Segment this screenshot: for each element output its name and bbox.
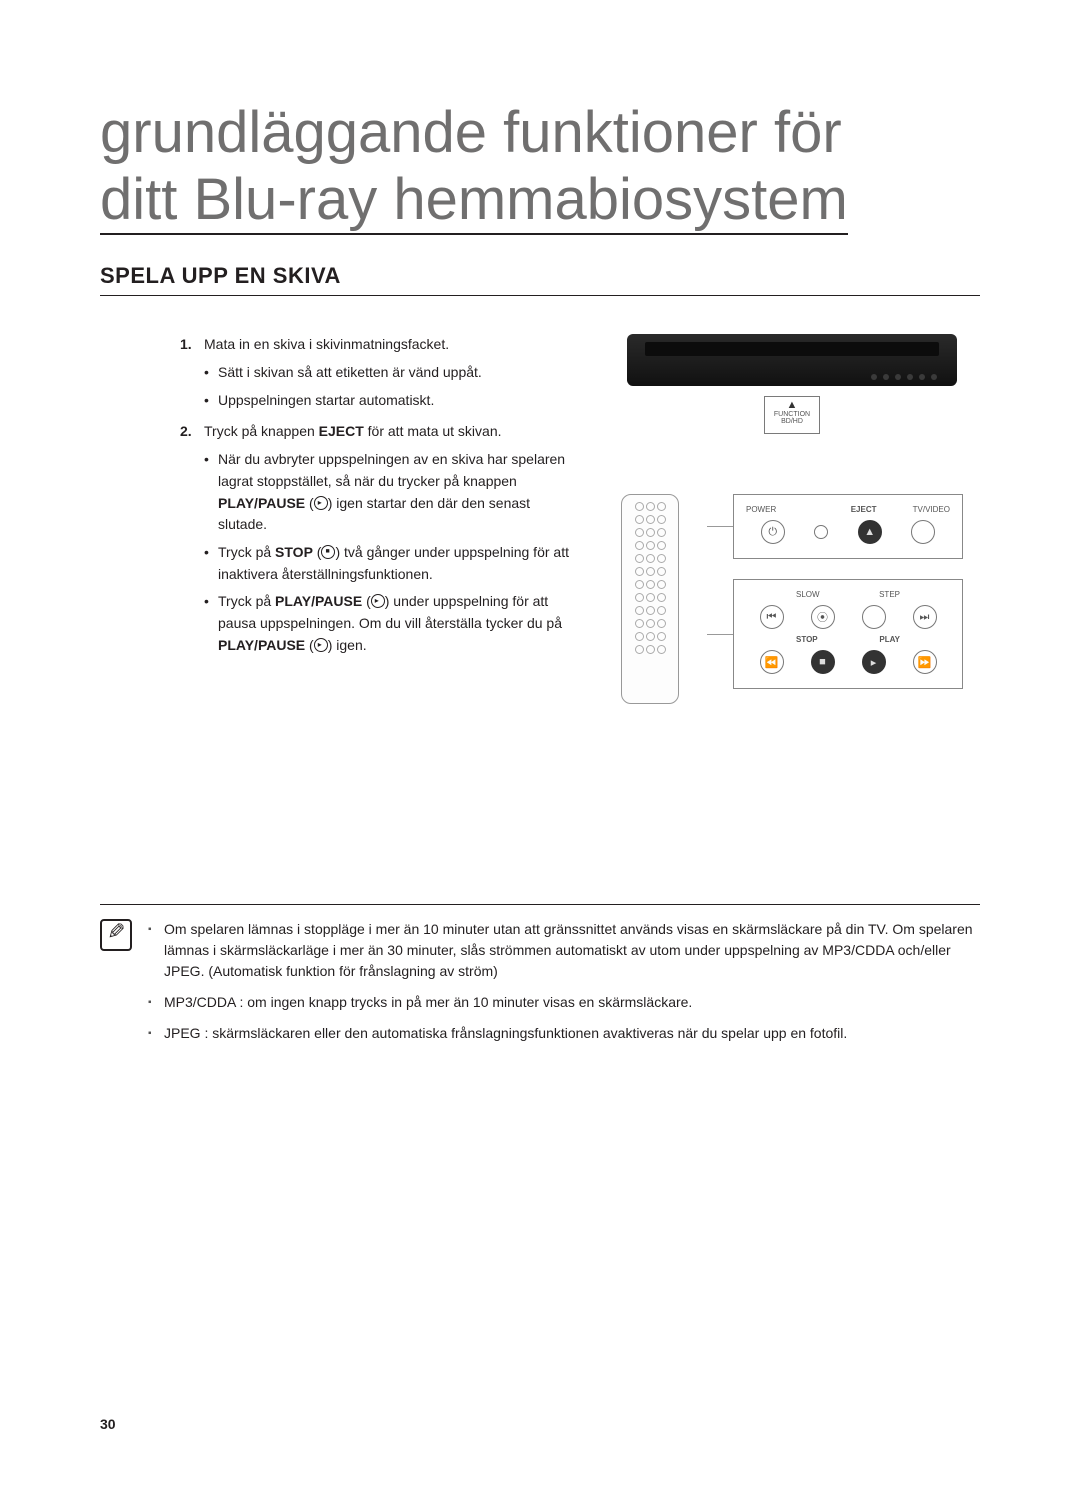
step-2-sub: När du avbryter uppspelningen av en skiv… [204, 449, 580, 536]
panel1-label-power: POWER [746, 505, 776, 514]
page-title: grundläggande funktioner för ditt Blu-ra… [100, 100, 980, 235]
step-2-subs: När du avbryter uppspelningen av en skiv… [204, 449, 580, 656]
panel1-label-tvvideo: TV/VIDEO [913, 505, 950, 514]
next-button-icon: ⏭ [913, 605, 937, 629]
forward-button-icon: ⏩ [913, 650, 937, 674]
pp-icon [314, 638, 328, 652]
step-1-subs: Sätt i skivan så att etiketten är vänd u… [204, 362, 580, 411]
step-2-text: Tryck på knappen EJECT för att mata ut s… [204, 423, 502, 439]
stop-button-icon: ■ [811, 650, 835, 674]
notes-list: Om spelaren lämnas i stoppläge i mer än … [148, 919, 980, 1054]
note-1: Om spelaren lämnas i stoppläge i mer än … [148, 919, 980, 982]
note-3: JPEG : skärmsläckaren eller den automati… [148, 1023, 980, 1044]
step-1-sub-1: Sätt i skivan så att etiketten är vänd u… [204, 362, 580, 384]
title-line2: ditt Blu-ray hemmabiosystem [100, 167, 848, 236]
step-2-sub: Tryck på PLAY/PAUSE () under uppspelning… [204, 591, 580, 656]
step-button-icon [862, 605, 886, 629]
eject-callout: ▲ FUNCTION BD/HD [764, 396, 820, 434]
bluray-player-icon [627, 334, 957, 386]
remote-figure: POWER . EJECT TV/VIDEO ⏻ ▲ [621, 494, 963, 704]
device-figure: ▲ FUNCTION BD/HD [627, 334, 957, 434]
prev-button-icon: ⏮ [760, 605, 784, 629]
figures-column: ▲ FUNCTION BD/HD [604, 334, 980, 704]
eject-callout-label2: BD/HD [781, 418, 803, 425]
power-button-icon: ⏻ [761, 520, 785, 544]
step-1-text: Mata in en skiva i skivinmatningsfacket. [204, 336, 449, 352]
step-1-sub-2: Uppspelningen startar automatiskt. [204, 390, 580, 412]
step-2-sub: Tryck på STOP () två gånger under uppspe… [204, 542, 580, 585]
slow-button-icon: ⦿ [811, 605, 835, 629]
title-line1: grundläggande funktioner för [100, 100, 842, 165]
instructions-column: Mata in en skiva i skivinmatningsfacket.… [100, 334, 580, 704]
pp-icon [371, 594, 385, 608]
section-rule [100, 295, 980, 296]
play-button-icon: ▸ [862, 650, 886, 674]
step-1: Mata in en skiva i skivinmatningsfacket.… [180, 334, 580, 411]
content-row: Mata in en skiva i skivinmatningsfacket.… [100, 334, 980, 704]
eject-callout-label1: FUNCTION [774, 411, 810, 418]
section-heading: SPELA UPP EN SKIVA [100, 263, 980, 289]
rewind-button-icon: ⏪ [760, 650, 784, 674]
stop-icon [321, 545, 335, 559]
panel-bottom: SLOW STEP ⏮ ⦿ ⏭ STOP PLAY [733, 579, 963, 689]
panel1-label-eject: EJECT [851, 505, 877, 514]
panel2-label-play: PLAY [879, 635, 900, 644]
notes-section: Om spelaren lämnas i stoppläge i mer än … [100, 904, 980, 1054]
remote-outline-icon [621, 494, 679, 704]
tvvideo-button-icon [911, 520, 935, 544]
leader-line-2: SLOW STEP ⏮ ⦿ ⏭ STOP PLAY [707, 579, 963, 689]
remote-panels: POWER . EJECT TV/VIDEO ⏻ ▲ [707, 494, 963, 689]
panel2-label-step: STEP [879, 590, 900, 599]
page-number: 30 [100, 1416, 116, 1432]
panel2-label-stop: STOP [796, 635, 818, 644]
pp-icon [314, 496, 328, 510]
small-button-icon [814, 525, 828, 539]
note-pencil-icon [100, 919, 132, 951]
panel2-label-slow: SLOW [796, 590, 820, 599]
eject-arrow-icon: ▲ [765, 400, 819, 411]
panel-top: POWER . EJECT TV/VIDEO ⏻ ▲ [733, 494, 963, 559]
eject-button-icon: ▲ [858, 520, 882, 544]
steps-list: Mata in en skiva i skivinmatningsfacket.… [180, 334, 580, 656]
step-2: Tryck på knappen EJECT för att mata ut s… [180, 421, 580, 656]
leader-line-1: POWER . EJECT TV/VIDEO ⏻ ▲ [707, 494, 963, 559]
note-2: MP3/CDDA : om ingen knapp trycks in på m… [148, 992, 980, 1013]
